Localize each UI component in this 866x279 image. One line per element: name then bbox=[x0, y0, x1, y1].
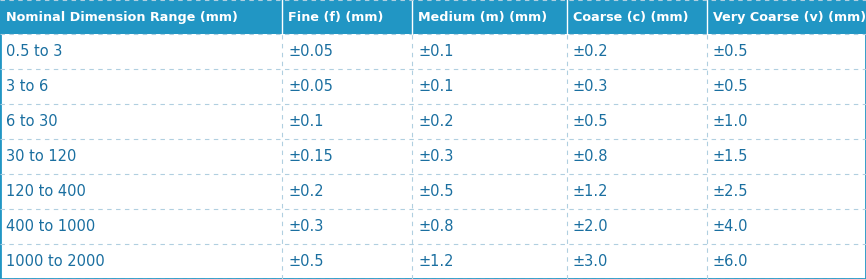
Bar bbox=[0, 34, 866, 69]
Text: 120 to 400: 120 to 400 bbox=[6, 184, 86, 199]
Text: ±0.3: ±0.3 bbox=[573, 79, 609, 94]
Text: ±0.5: ±0.5 bbox=[573, 114, 609, 129]
Text: ±1.2: ±1.2 bbox=[418, 254, 454, 269]
Text: ±0.5: ±0.5 bbox=[418, 184, 454, 199]
Text: ±2.5: ±2.5 bbox=[713, 184, 748, 199]
Text: ±0.1: ±0.1 bbox=[418, 79, 454, 94]
Bar bbox=[0, 244, 866, 279]
Text: Fine (f) (mm): Fine (f) (mm) bbox=[288, 11, 384, 23]
Text: 400 to 1000: 400 to 1000 bbox=[6, 219, 95, 234]
Text: ±0.1: ±0.1 bbox=[418, 44, 454, 59]
Text: ±0.5: ±0.5 bbox=[288, 254, 324, 269]
Text: ±0.3: ±0.3 bbox=[418, 149, 454, 164]
Text: ±0.2: ±0.2 bbox=[288, 184, 324, 199]
Text: ±1.2: ±1.2 bbox=[573, 184, 609, 199]
Text: ±0.1: ±0.1 bbox=[288, 114, 324, 129]
Text: ±4.0: ±4.0 bbox=[713, 219, 748, 234]
Text: Nominal Dimension Range (mm): Nominal Dimension Range (mm) bbox=[6, 11, 238, 23]
Text: ±0.8: ±0.8 bbox=[418, 219, 454, 234]
Text: 0.5 to 3: 0.5 to 3 bbox=[6, 44, 62, 59]
Text: ±3.0: ±3.0 bbox=[573, 254, 609, 269]
Text: ±0.2: ±0.2 bbox=[418, 114, 454, 129]
Text: ±1.0: ±1.0 bbox=[713, 114, 748, 129]
Text: ±0.3: ±0.3 bbox=[288, 219, 323, 234]
Bar bbox=[0, 0, 866, 34]
Text: ±0.2: ±0.2 bbox=[573, 44, 609, 59]
Text: Medium (m) (mm): Medium (m) (mm) bbox=[418, 11, 547, 23]
Bar bbox=[0, 174, 866, 209]
Bar bbox=[0, 209, 866, 244]
Text: 3 to 6: 3 to 6 bbox=[6, 79, 48, 94]
Text: 6 to 30: 6 to 30 bbox=[6, 114, 58, 129]
Text: ±0.5: ±0.5 bbox=[713, 44, 748, 59]
Bar bbox=[0, 104, 866, 139]
Text: Very Coarse (v) (mm): Very Coarse (v) (mm) bbox=[713, 11, 866, 23]
Text: ±0.15: ±0.15 bbox=[288, 149, 333, 164]
Text: ±0.8: ±0.8 bbox=[573, 149, 609, 164]
Bar bbox=[0, 69, 866, 104]
Text: 30 to 120: 30 to 120 bbox=[6, 149, 76, 164]
Text: ±0.05: ±0.05 bbox=[288, 79, 333, 94]
Text: Coarse (c) (mm): Coarse (c) (mm) bbox=[573, 11, 688, 23]
Text: ±2.0: ±2.0 bbox=[573, 219, 609, 234]
Text: 1000 to 2000: 1000 to 2000 bbox=[6, 254, 105, 269]
Text: ±0.5: ±0.5 bbox=[713, 79, 748, 94]
Text: ±0.05: ±0.05 bbox=[288, 44, 333, 59]
Text: ±1.5: ±1.5 bbox=[713, 149, 748, 164]
Text: ±6.0: ±6.0 bbox=[713, 254, 748, 269]
Bar bbox=[0, 139, 866, 174]
